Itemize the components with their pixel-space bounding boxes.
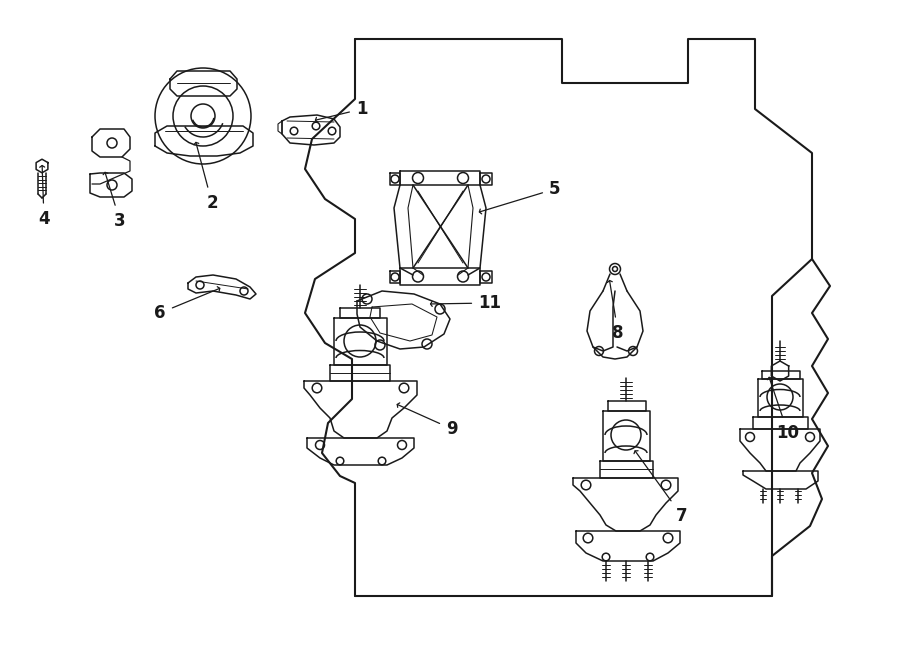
Text: 6: 6 <box>154 287 220 322</box>
Text: 3: 3 <box>104 173 126 230</box>
Text: 11: 11 <box>430 294 501 312</box>
Text: 4: 4 <box>38 165 50 228</box>
Text: 10: 10 <box>768 377 799 442</box>
Text: 5: 5 <box>480 180 561 214</box>
Text: 7: 7 <box>634 451 688 525</box>
Text: 1: 1 <box>315 100 368 122</box>
Text: 8: 8 <box>608 280 624 342</box>
Text: 9: 9 <box>397 403 458 438</box>
Text: 2: 2 <box>194 142 218 212</box>
